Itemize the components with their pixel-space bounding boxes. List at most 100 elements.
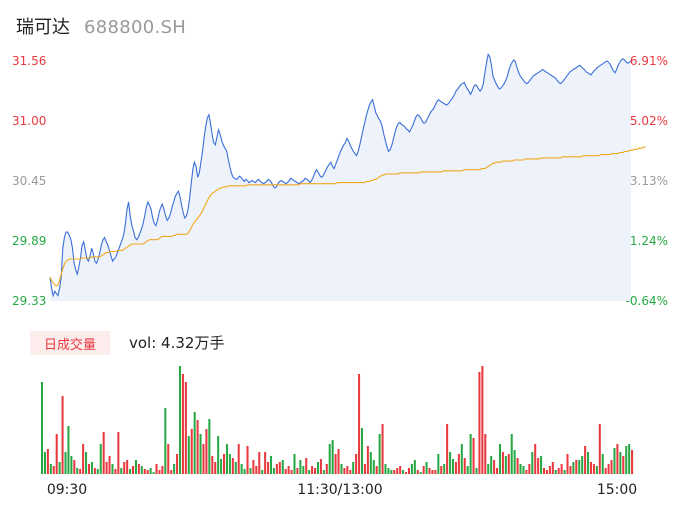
volume-bar: [390, 470, 393, 474]
volume-bar: [211, 456, 214, 474]
volume-bar: [613, 448, 616, 474]
volume-bar: [496, 468, 499, 474]
volume-bar: [314, 468, 317, 474]
volume-bar: [358, 374, 361, 474]
right-axis-label: 3.13%: [630, 174, 668, 188]
volume-bar: [264, 452, 267, 474]
volume-bar: [601, 454, 604, 474]
volume-bar: [584, 446, 587, 474]
volume-bar: [425, 462, 428, 474]
left-axis-label: 31.56: [12, 54, 46, 68]
right-y-axis: 6.91% 5.02% 3.13% 1.24% -0.64%: [626, 54, 668, 308]
volume-bar: [252, 460, 255, 474]
volume-bar: [581, 456, 584, 474]
volume-bar: [325, 464, 328, 474]
volume-bar: [176, 454, 179, 474]
volume-bar: [93, 468, 96, 474]
volume-bar: [434, 470, 437, 474]
stock-name: 瑞可达: [16, 17, 70, 38]
volume-bar: [170, 470, 173, 474]
volume-bar: [319, 459, 322, 474]
volume-bar: [79, 469, 82, 474]
price-area-layer: [50, 54, 631, 301]
volume-bar: [625, 446, 628, 474]
volume-bar: [214, 462, 217, 474]
volume-bar: [146, 470, 149, 474]
volume-bar: [311, 466, 314, 474]
volume-bar: [507, 454, 510, 474]
volume-bar: [407, 468, 410, 474]
volume-bar: [61, 396, 64, 474]
volume-bar: [431, 470, 434, 474]
volume-bar: [352, 462, 355, 474]
volume-bar: [225, 444, 228, 474]
volume-bar: [378, 434, 381, 474]
volume-bar: [331, 440, 334, 474]
volume-bar: [96, 469, 99, 474]
volume-bar: [49, 464, 52, 474]
volume-bar: [469, 434, 472, 474]
volume-tab[interactable]: 日成交量: [30, 331, 110, 355]
volume-bar: [510, 434, 513, 474]
volume-bar: [543, 468, 546, 474]
volume-bar: [534, 444, 537, 474]
volume-bar: [422, 466, 425, 474]
volume-bar: [346, 466, 349, 474]
volume-bar: [90, 462, 93, 474]
volume-bar: [202, 444, 205, 474]
time-tick-label: 11:30/13:00: [297, 482, 382, 498]
volume-bar: [607, 464, 610, 474]
volume-bar: [343, 468, 346, 474]
volume-bar: [540, 456, 543, 474]
volume-bar: [554, 470, 557, 474]
volume-bar: [472, 438, 475, 474]
volume-bar: [281, 460, 284, 474]
volume-bar: [52, 466, 55, 474]
volume-bar: [528, 464, 531, 474]
volume-bar: [272, 468, 275, 474]
volume-bar: [545, 470, 548, 474]
volume-bar: [484, 434, 487, 474]
volume-bar: [287, 466, 290, 474]
volume-bar: [220, 459, 223, 474]
volume-bar: [410, 464, 413, 474]
volume-bar: [419, 472, 422, 474]
volume-bar: [240, 464, 243, 474]
volume-bar: [134, 460, 137, 474]
left-axis-label: 31.00: [12, 114, 46, 128]
volume-bar: [228, 454, 231, 474]
volume-bar: [178, 366, 182, 474]
volume-bar: [73, 460, 76, 474]
volume-bar: [126, 460, 129, 474]
volume-bar: [132, 466, 135, 474]
volume-bar: [41, 382, 44, 474]
volume-bar: [501, 452, 504, 474]
volume-bar: [258, 452, 261, 474]
volume-bar: [475, 468, 478, 474]
volume-bar: [67, 426, 70, 474]
volume-bar: [443, 464, 446, 474]
volume-bars-layer: [41, 366, 634, 474]
stock-code: 688800.SH: [84, 17, 187, 38]
volume-bar: [164, 408, 167, 474]
volume-bar: [560, 464, 563, 474]
volume-bar: [58, 462, 61, 474]
volume-bar: [504, 456, 507, 474]
volume-bar: [46, 449, 49, 474]
volume-bar: [595, 466, 598, 474]
volume-bar: [393, 470, 396, 474]
volume-bar: [193, 412, 196, 474]
volume-bar: [513, 450, 516, 474]
volume-bar: [269, 456, 273, 474]
volume-bar: [604, 468, 607, 474]
volume-bar: [167, 444, 170, 474]
volume-bar: [261, 470, 264, 474]
volume-bar: [275, 464, 278, 474]
volume-bar: [531, 452, 534, 474]
volume-bar: [451, 459, 455, 474]
volume-bar: [363, 464, 366, 474]
right-axis-label: 5.02%: [630, 114, 668, 128]
volume-bar: [137, 464, 140, 474]
volume-bar: [187, 436, 190, 474]
